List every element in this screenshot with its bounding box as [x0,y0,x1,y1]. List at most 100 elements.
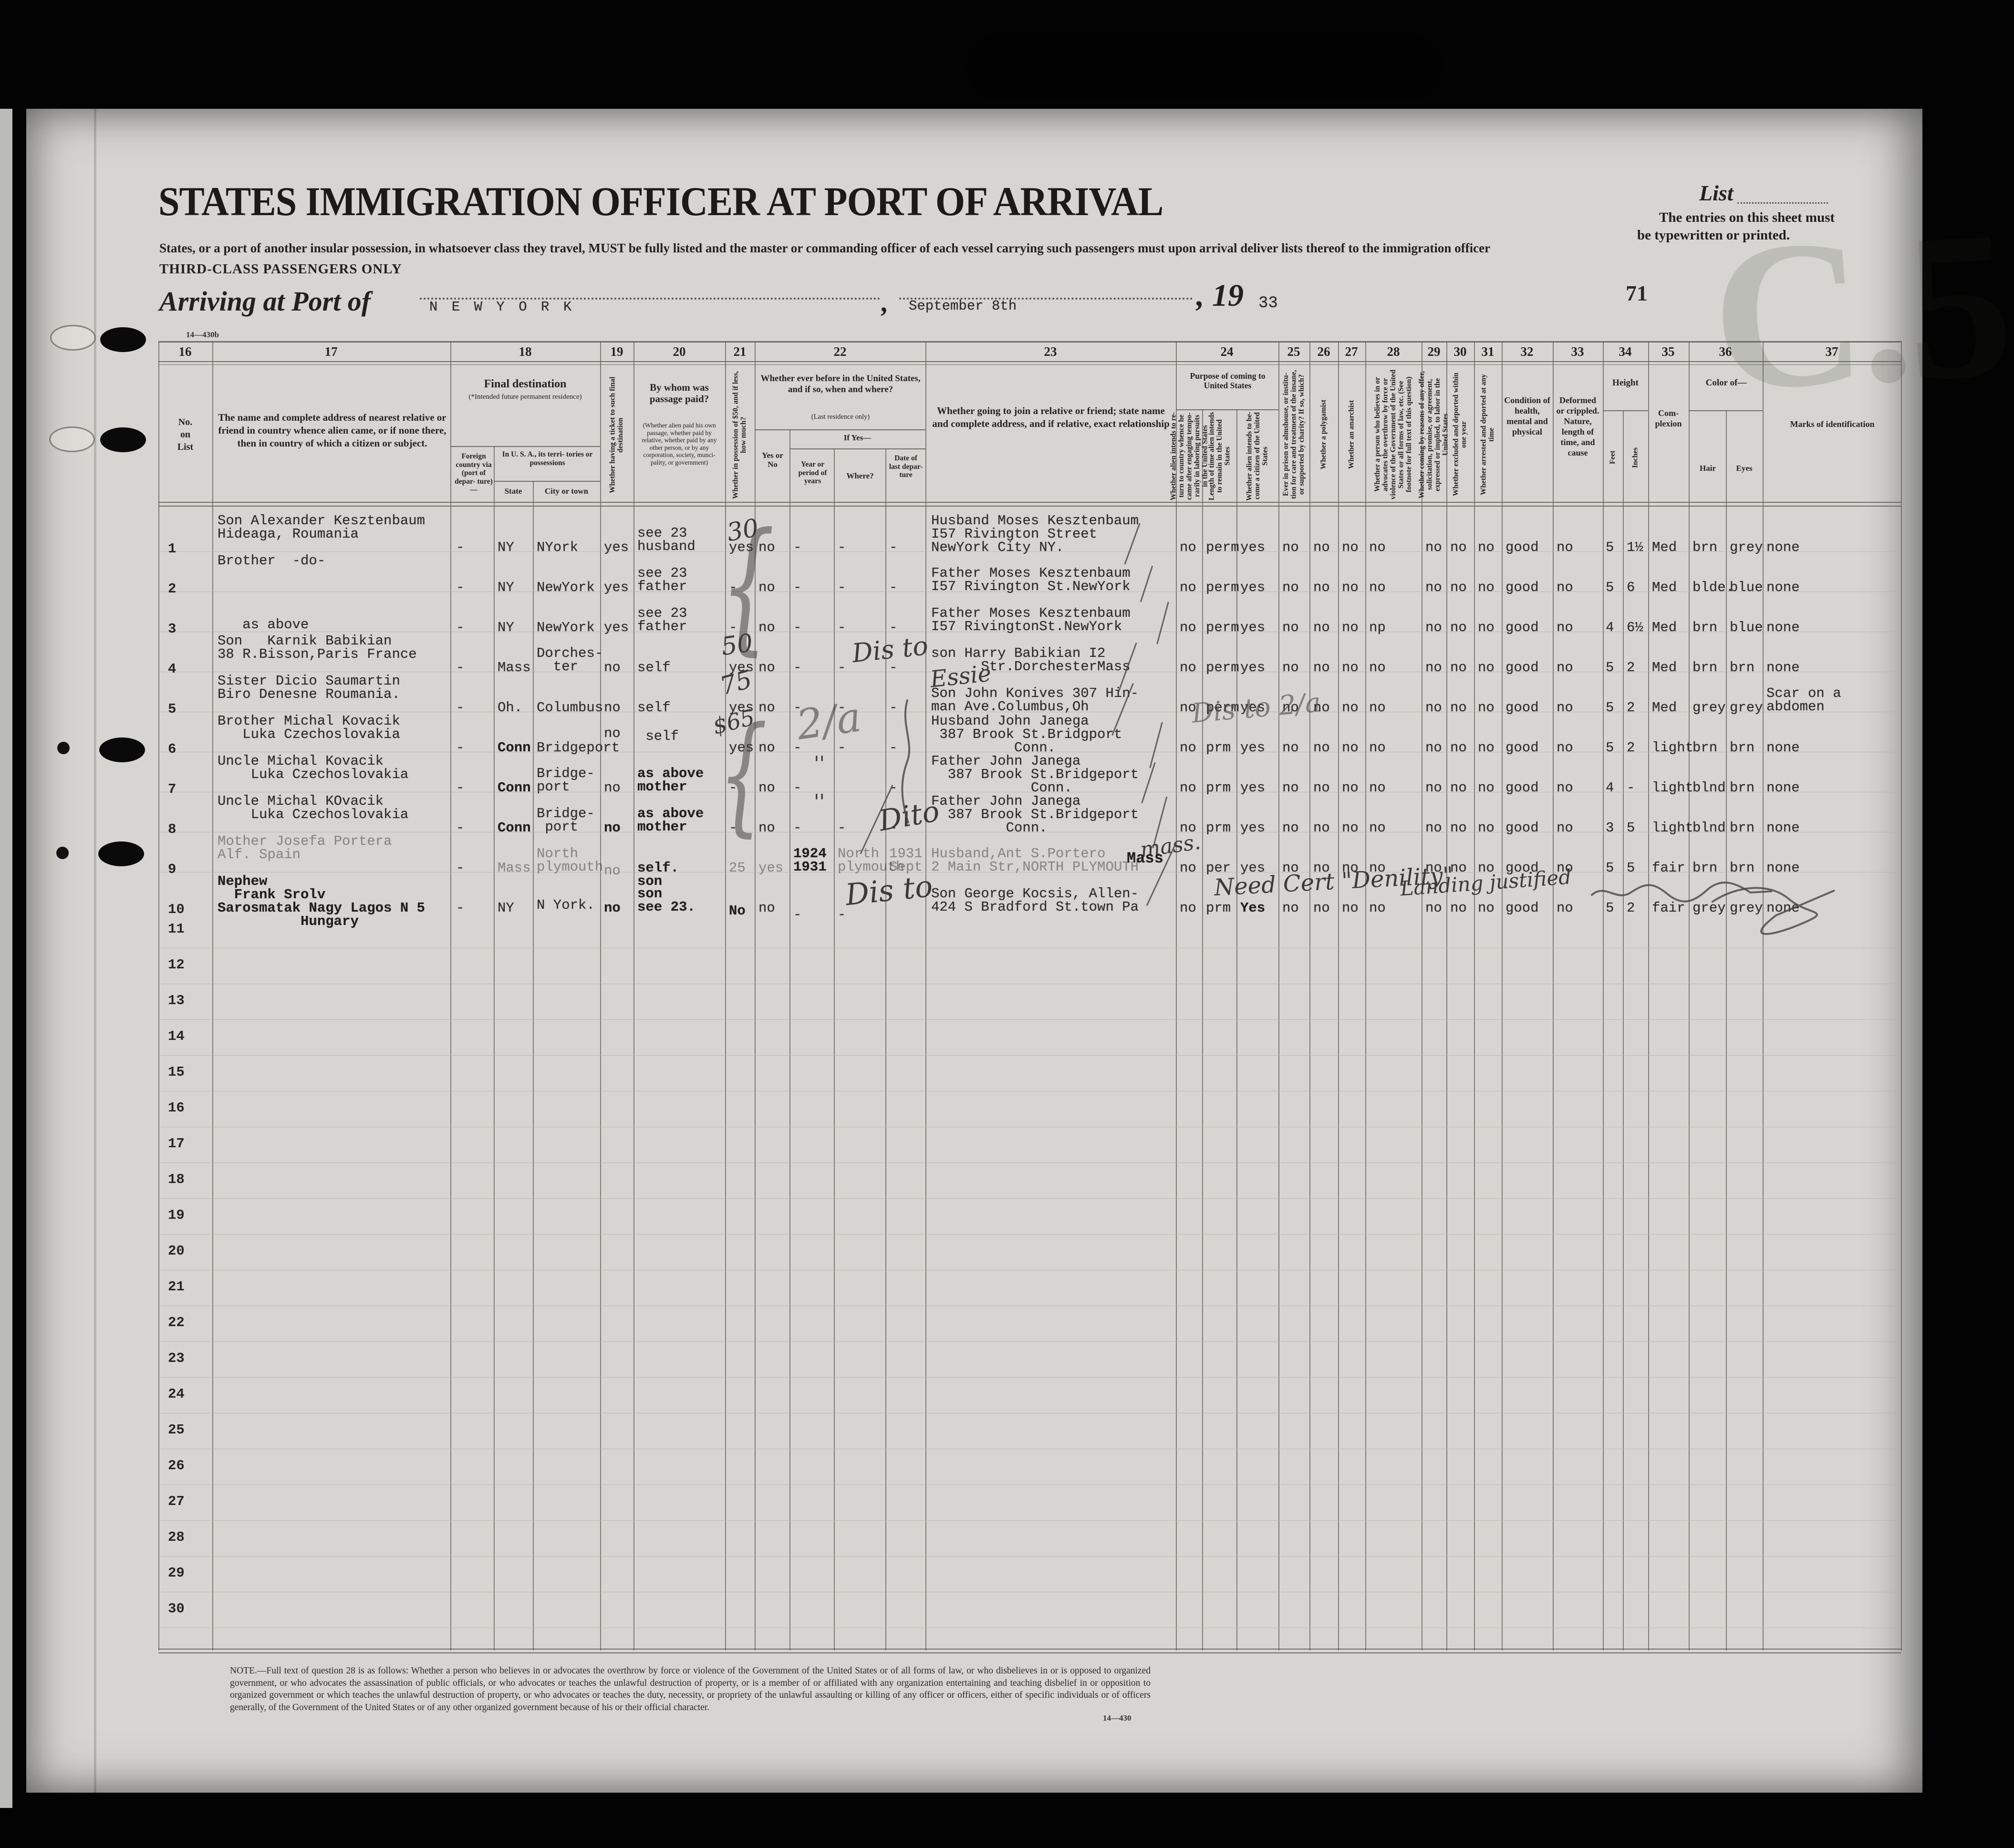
column-header-c22_sub: (Last residence only) [811,413,870,421]
cell-r6-c23: Husband John Janega 387 Brook St.Bridgpo… [931,713,1122,756]
cell-r7-c28: no [1369,780,1386,796]
table-rule-horizontal [755,429,925,430]
row-guide-line [158,551,1901,552]
cell-r3-c32: good [1505,620,1539,635]
punch-hole [98,841,144,866]
cell-r5-c35: Med [1652,700,1677,716]
cell-r3-c29: no [1425,620,1442,635]
cell-r2-c22a: no [758,580,775,595]
cell-r2-c20: see 23 father [637,565,687,594]
cell-r10-c36e: grey [1730,900,1763,916]
row-guide-line [158,1377,1901,1378]
cell-r6-c24b: prm [1206,740,1231,756]
cell-r8-c20: as above mother [637,806,704,835]
cell-r2-c17: Brother -do- [218,553,326,569]
cell-r8-c36h: blnd [1692,820,1726,836]
row-number: 4 [168,661,176,677]
column-header-c17: The name and complete address of nearest… [218,412,446,449]
column-header-c19_v: Whether having a ticket to such final de… [608,376,625,494]
cell-r3-c18st: NY [498,620,514,635]
cell-r6-c34f: 5 [1606,740,1614,756]
cell-r7-c17: Uncle Michal Kovacik Luka Czechoslovakia [218,753,409,782]
cell-r6-c25: no [1282,740,1299,756]
cell-r1-c27: no [1342,540,1359,555]
cell-r2-c30: no [1450,580,1467,595]
cell-r4-c31: no [1478,660,1495,675]
cell-r3-c24c: yes [1240,620,1266,635]
cell-r2-c36e: blue [1730,580,1763,595]
cell-r7-c31: no [1478,780,1495,796]
cell-r4-c22d: - [889,660,898,675]
cell-r2-c22d: - [889,580,898,595]
table-rule-vertical-sub [834,448,835,1651]
cell-r5-c37: Scar on a abdomen [1766,685,1841,715]
table-rule-vertical [1309,341,1310,1651]
port-rule [420,298,880,300]
cell-r9-c17: Mother Josefa Portera Alf. Spain [218,833,392,862]
third-class-label: THIRD-CLASS PASSENGERS ONLY [159,261,402,277]
cell-r10-c24a: no [1180,900,1196,916]
handwriting-note: '' [814,752,825,775]
punch-hole [100,427,146,452]
cell-r3-c27: no [1342,620,1359,635]
handwritten-brace: { [718,699,768,849]
cell-r5-c36h: grey [1692,700,1726,716]
cell-r1-c37: none [1766,540,1800,555]
cell-r5-c22b: - [793,700,802,716]
punch-hole-dot [57,742,70,754]
cell-r8-c18ct: Bridge- port [537,806,595,835]
column-header-c23_h: Whether going to join a relative or frie… [932,405,1170,429]
cell-r1-c33: no [1557,540,1573,555]
cell-r9-c31: no [1478,860,1495,876]
column-header-c24_b_v: Length of time alien intends to remain i… [1207,412,1232,500]
cell-r3-c28: np [1369,620,1386,635]
cell-r5-c20: self [637,700,671,716]
table-rule-horizontal [158,502,1901,503]
cell-r9-c35: fair [1652,860,1685,876]
cell-r7-c24c: yes [1240,780,1266,796]
cell-r10-c28: no [1369,900,1386,916]
cell-r2-c36h: blde. [1692,580,1734,595]
cell-r5-c34i: 2 [1627,700,1635,716]
cell-r10-c32: good [1505,900,1539,916]
column-number: 29 [1427,344,1441,359]
column-header-c20_sub: (Whether alien paid his own passage, whe… [642,422,717,466]
table-rule-vertical [450,341,451,1651]
row-number: 21 [168,1279,185,1295]
cell-r8-c23: Father John Janega 387 Brook St.Bridgepo… [931,793,1139,836]
row-number: 15 [168,1064,185,1080]
cell-r10-c27: no [1342,900,1359,916]
cell-r4-c34f: 5 [1606,660,1614,675]
cell-r9-c25: no [1282,860,1299,876]
cell-r3-c35: Med [1652,620,1677,635]
cell-r3-c23: Father Moses Kesztenbaum I57 RivingtonSt.… [931,605,1131,634]
cell-r7-c34f: 4 [1606,780,1614,796]
table-rule-vertical-sub [1236,409,1237,1651]
column-number: 21 [733,344,747,359]
punch-hole-ring [50,325,96,351]
cell-r1-c17: Son Alexander Kesztenbaum Hideaga, Rouman… [218,513,426,542]
column-header-c24_c_v: Whether alien intends to be- come a citi… [1245,411,1269,501]
row-number: 14 [168,1028,185,1044]
cell-r2-c18ct: NewYork [537,580,595,595]
row-guide-line [158,1019,1901,1020]
cell-r2-c18st: NY [498,580,514,595]
column-header-c24_a_v: Whether alien intends to re- turn to cou… [1169,412,1209,500]
cell-r8-c29: no [1425,820,1442,836]
cell-r7-c29: no [1425,780,1442,796]
cell-r8-c33: no [1557,820,1573,836]
year-typed: 33 [1258,294,1278,312]
date-value: September 8th [909,298,1017,314]
table-rule-vertical [1338,341,1339,1651]
comma: , [882,287,889,318]
sheet-number: 71 [1626,281,1648,305]
cell-r1-c30: no [1450,540,1467,555]
table-rule-horizontal [158,1652,1901,1653]
cell-r1-c23: Husband Moses Kesztenbaum I57 Rivington S… [931,513,1139,555]
cell-r2-c37: none [1766,580,1800,595]
port-value: N E W Y O R K [429,299,575,315]
column-number: 16 [178,344,192,359]
cell-r10-c36h: grey [1692,900,1726,916]
cell-r4-c22b: - [793,660,802,675]
cell-r6-c27: no [1342,740,1359,756]
